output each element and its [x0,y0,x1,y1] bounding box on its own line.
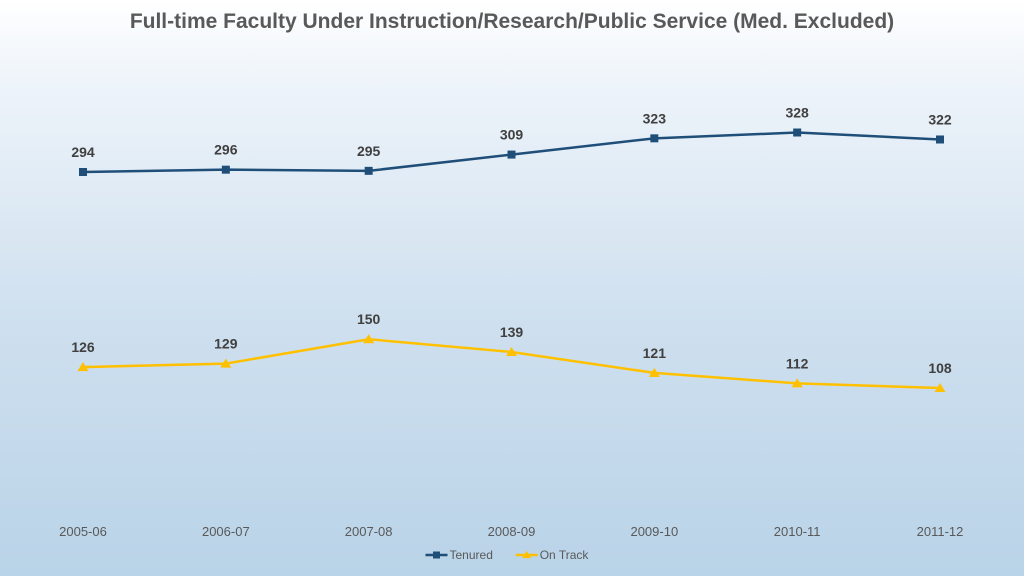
data-label-on-track: 150 [357,311,381,327]
data-label-tenured: 296 [214,142,238,158]
data-point-tenured [650,134,659,143]
legend: Tenured On Track [425,548,590,562]
x-tick-label: 2008-09 [488,524,536,539]
legend-item-tenured: Tenured [425,548,493,562]
data-point-tenured [793,128,802,137]
data-label-layer: 294 296 295 309 323 328 322 126 129 150 139 121 112 1… [71,105,952,376]
x-tick-label: 2006-07 [202,524,250,539]
data-label-on-track: 129 [214,336,238,352]
legend-marker-tenured [433,551,440,559]
legend-item-on-track: On Track [515,548,590,562]
legend-label-on-track: On Track [540,548,590,562]
data-label-on-track: 139 [500,324,524,340]
data-point-tenured [936,135,944,144]
data-point-on-track [363,334,375,344]
data-label-tenured: 323 [643,110,667,126]
data-label-on-track: 108 [928,360,952,376]
data-point-on-track [77,362,89,372]
data-point-on-track [791,378,803,388]
data-label-tenured: 322 [928,111,952,127]
data-point-on-track [648,367,660,377]
data-label-on-track: 121 [643,345,667,361]
data-point-tenured [221,165,230,174]
data-point-on-track [934,382,946,393]
legend-label-tenured: Tenured [450,548,493,562]
series-line-on-track [82,337,941,390]
x-axis-tick-labels: 2005-06 2006-07 2007-08 2008-09 2009-10 2010-… [59,524,963,539]
data-label-tenured: 328 [785,105,809,121]
data-label-tenured: 309 [500,127,524,143]
x-tick-label: 2007-08 [345,524,393,539]
data-point-on-track [220,358,232,368]
data-label-tenured: 295 [357,143,381,159]
data-label-on-track: 126 [71,339,95,355]
x-tick-label: 2009-10 [630,524,678,539]
data-point-on-track [506,346,517,357]
series-layer [77,128,946,393]
data-point-tenured [79,168,87,176]
x-tick-label: 2010-11 [774,524,821,539]
data-label-on-track: 112 [786,355,809,371]
data-point-tenured [507,150,516,159]
x-tick-label: 2011-12 [917,524,964,539]
data-label-tenured: 294 [71,144,95,160]
legend-marker-on-track [522,550,532,559]
data-point-tenured [364,166,373,175]
chart-title: Full-time Faculty Under Instruction/Rese… [129,10,895,33]
x-tick-label: 2005-06 [59,524,107,539]
